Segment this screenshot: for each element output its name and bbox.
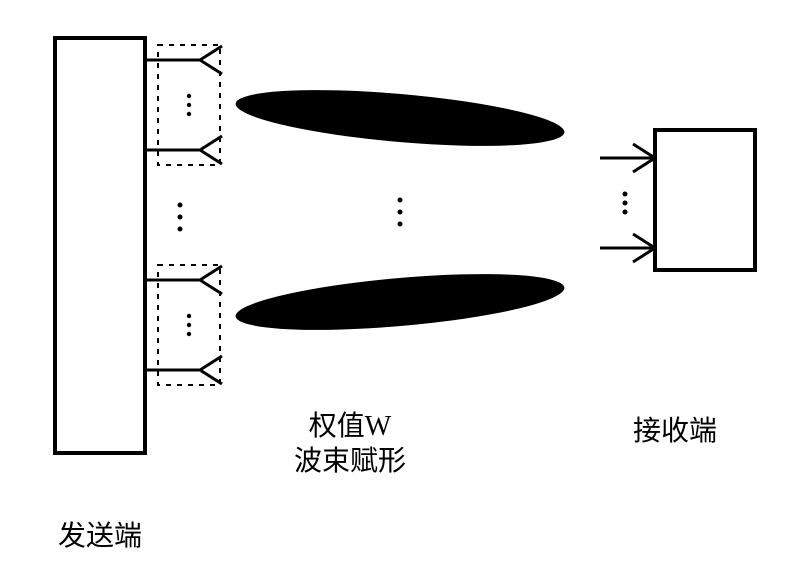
- receiver-label: 接收端: [633, 415, 717, 447]
- ellipsis-dot: [187, 314, 191, 318]
- ellipsis-dot: [623, 192, 628, 197]
- transmitter-label: 发送端: [58, 520, 142, 552]
- ellipsis-dot: [187, 94, 191, 98]
- ellipsis-dot: [187, 332, 191, 336]
- weights-label-line2: 波束赋形: [294, 445, 406, 477]
- ellipsis-dot: [187, 103, 191, 107]
- ellipsis-dot: [623, 210, 628, 215]
- ellipsis-dot: [398, 210, 403, 215]
- weights-label-line1: 权值W: [309, 410, 392, 442]
- ellipsis-dot: [398, 198, 403, 203]
- ellipsis-dot: [187, 112, 191, 116]
- ellipsis-dot: [178, 227, 183, 232]
- ellipsis-dot: [623, 201, 628, 206]
- ellipsis-dot: [187, 323, 191, 327]
- ellipsis-dot: [178, 215, 183, 220]
- ellipsis-dot: [178, 203, 183, 208]
- ellipsis-dot: [398, 222, 403, 227]
